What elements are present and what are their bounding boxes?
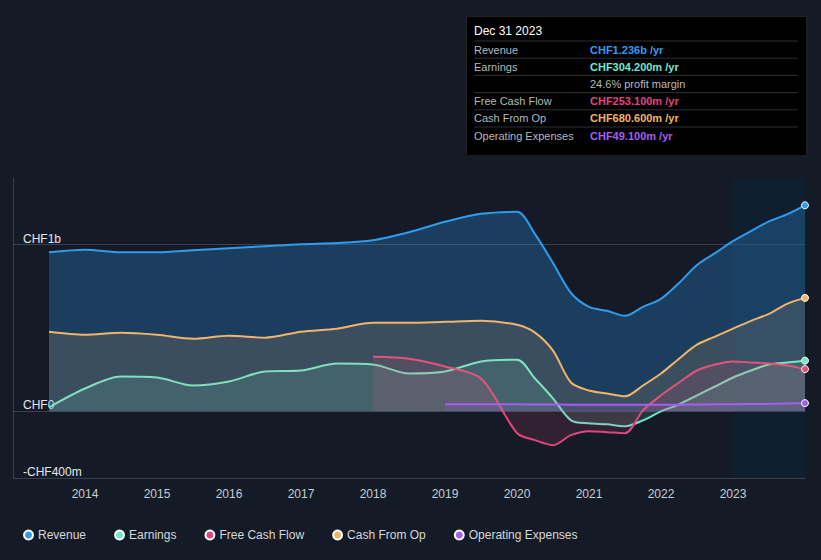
svg-text:CHF0: CHF0	[23, 398, 55, 413]
svg-text:-CHF400m: -CHF400m	[23, 465, 82, 479]
svg-text:2023: 2023	[720, 487, 747, 501]
svg-text:CHF680.600m /yr: CHF680.600m /yr	[590, 112, 679, 124]
svg-text:2017: 2017	[288, 487, 315, 501]
svg-text:Operating Expenses: Operating Expenses	[469, 528, 578, 542]
svg-text:2016: 2016	[216, 487, 243, 501]
svg-text:2018: 2018	[360, 487, 387, 501]
svg-text:2014: 2014	[72, 487, 99, 501]
svg-text:Revenue: Revenue	[474, 44, 518, 56]
svg-text:Dec 31 2023: Dec 31 2023	[474, 24, 542, 38]
svg-text:CHF49.100m /yr: CHF49.100m /yr	[590, 130, 673, 142]
svg-text:2020: 2020	[504, 487, 531, 501]
svg-text:Cash From Op: Cash From Op	[347, 528, 426, 542]
svg-text:Free Cash Flow: Free Cash Flow	[474, 95, 552, 107]
svg-text:CHF1b: CHF1b	[23, 232, 61, 246]
svg-text:Earnings: Earnings	[474, 61, 518, 73]
svg-text:2022: 2022	[648, 487, 675, 501]
svg-text:CHF253.100m /yr: CHF253.100m /yr	[590, 95, 679, 107]
svg-text:Cash From Op: Cash From Op	[474, 112, 546, 124]
svg-text:Operating Expenses: Operating Expenses	[474, 130, 574, 142]
svg-text:2019: 2019	[432, 487, 459, 501]
svg-text:2015: 2015	[144, 487, 171, 501]
svg-text:CHF1.236b /yr: CHF1.236b /yr	[590, 44, 664, 56]
svg-text:Free Cash Flow: Free Cash Flow	[219, 528, 304, 542]
svg-text:CHF304.200m /yr: CHF304.200m /yr	[590, 61, 679, 73]
svg-text:2021: 2021	[576, 487, 603, 501]
svg-text:24.6% profit margin: 24.6% profit margin	[590, 78, 685, 90]
svg-text:Earnings: Earnings	[129, 528, 176, 542]
svg-text:Revenue: Revenue	[38, 528, 86, 542]
